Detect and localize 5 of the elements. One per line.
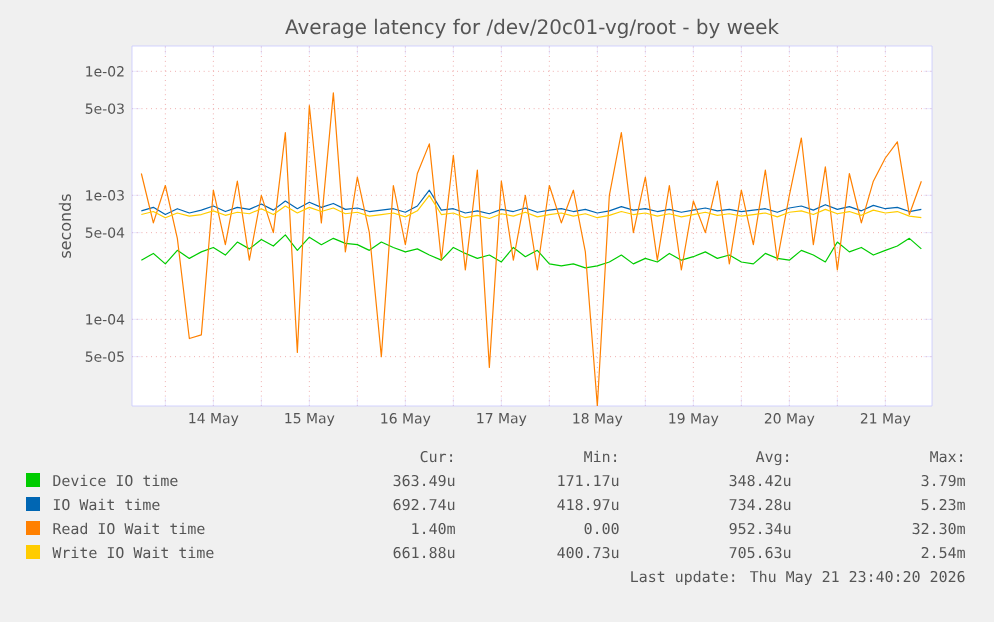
line-series bbox=[140, 189, 922, 216]
line-series bbox=[140, 234, 922, 269]
line-series bbox=[140, 92, 922, 407]
chart-title: Average latency for /dev/20c01-vg/root - by week bbox=[285, 18, 779, 39]
line-series bbox=[140, 194, 922, 220]
